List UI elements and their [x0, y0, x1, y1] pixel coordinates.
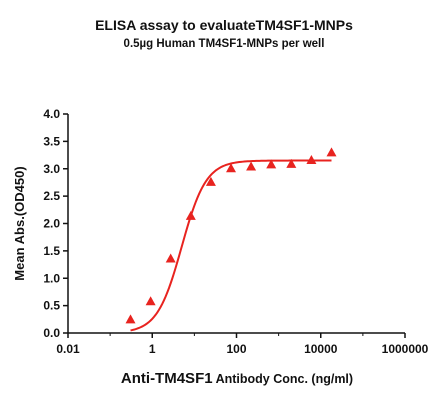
x-tick-label: 1	[149, 342, 156, 356]
y-tick-label: 3.5	[43, 134, 60, 148]
x-axis-label: Anti-TM4SF1 Antibody Conc. (ng/ml)	[121, 370, 353, 387]
data-points	[125, 147, 337, 324]
x-axis-label-rest: Antibody Conc. (ng/ml)	[213, 372, 354, 386]
y-tick-label: 0.5	[43, 299, 60, 313]
x-tick-label: 100	[226, 342, 246, 356]
y-tick-label: 4.0	[43, 107, 60, 121]
data-point	[286, 158, 297, 168]
chart-subtitle: 0.5µg Human TM4SF1-MNPs per well	[124, 38, 325, 50]
data-point	[185, 210, 196, 220]
data-point	[326, 147, 337, 157]
data-point	[165, 253, 176, 263]
y-tick-label: 2.5	[43, 189, 60, 203]
data-point	[205, 176, 216, 186]
data-point	[306, 154, 317, 164]
y-axis-label: Mean Abs.(OD450)	[12, 166, 27, 280]
x-tick-label: 10000	[304, 342, 338, 356]
y-tick-label: 3.0	[43, 162, 60, 176]
x-tick-label: 0.01	[56, 342, 80, 356]
data-point	[266, 159, 277, 169]
x-tick-label: 1000000	[382, 342, 429, 356]
axes	[63, 113, 406, 338]
y-tick-labels: 0.0 0.5 1.0 1.5 2.0 2.5 3.0 3.5 4.0	[43, 107, 60, 340]
chart-title: ELISA assay to evaluateTM4SF1-MNPs	[95, 17, 353, 33]
data-point	[226, 163, 237, 173]
data-point	[246, 161, 257, 171]
y-tick-label: 1.5	[43, 244, 60, 258]
y-tick-label: 0.0	[43, 326, 60, 340]
x-axis-label-main: Anti-TM4SF1	[121, 370, 213, 387]
fit-curve	[130, 159, 332, 332]
y-tick-label: 2.0	[43, 217, 60, 231]
y-tick-label: 1.0	[43, 271, 60, 285]
data-point	[125, 314, 136, 324]
x-tick-labels: 0.01 1 100 10000 1000000	[56, 342, 428, 356]
data-point	[145, 296, 156, 306]
